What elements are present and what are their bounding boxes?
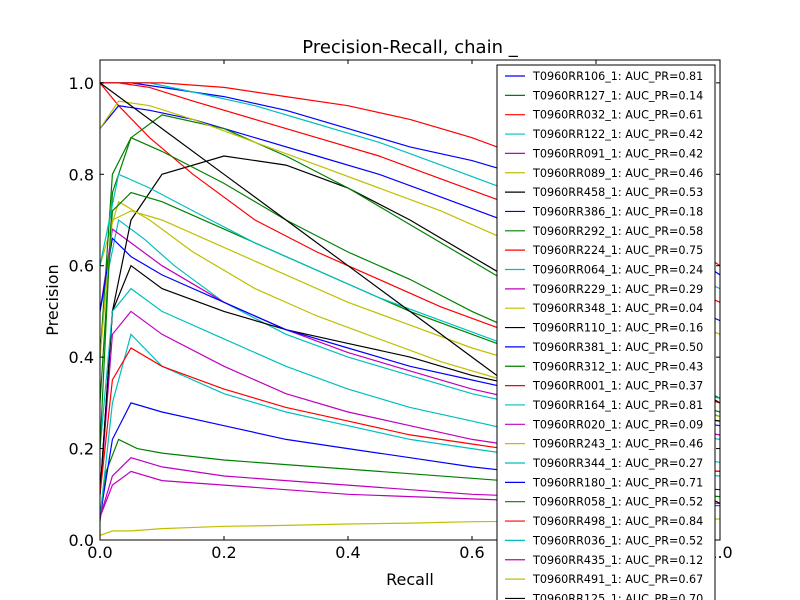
legend-entry-0: T0960RR106_1: AUC_PR=0.81	[532, 70, 703, 83]
legend-entry-8: T0960RR292_1: AUC_PR=0.58	[532, 225, 703, 238]
legend-entry-9: T0960RR224_1: AUC_PR=0.75	[532, 244, 703, 257]
chart-title: Precision-Recall, chain _	[302, 37, 518, 58]
legend-entry-27: T0960RR125_1: AUC_PR=0.70	[532, 592, 703, 600]
x-tick-label-3: 0.6	[459, 543, 484, 562]
y-tick-label-3: 0.6	[69, 257, 94, 276]
x-tick-label-0: 0.0	[87, 543, 112, 562]
legend-entry-18: T0960RR020_1: AUC_PR=0.09	[532, 418, 703, 431]
x-tick-label-2: 0.4	[335, 543, 360, 562]
y-tick-label-2: 0.4	[69, 348, 94, 367]
legend-entry-19: T0960RR243_1: AUC_PR=0.46	[532, 438, 703, 451]
y-tick-label-4: 0.8	[69, 165, 94, 184]
legend-entry-7: T0960RR386_1: AUC_PR=0.18	[532, 205, 703, 218]
x-tick-label-1: 0.2	[211, 543, 236, 562]
legend-entry-10: T0960RR064_1: AUC_PR=0.24	[532, 264, 703, 277]
y-tick-label-5: 1.0	[69, 74, 94, 93]
y-axis-label: Precision	[43, 264, 62, 335]
legend-entry-13: T0960RR110_1: AUC_PR=0.16	[532, 322, 703, 335]
legend-entry-21: T0960RR180_1: AUC_PR=0.71	[532, 476, 703, 489]
legend-entry-6: T0960RR458_1: AUC_PR=0.53	[532, 186, 703, 199]
y-tick-label-0: 0.0	[69, 531, 94, 550]
legend-entry-17: T0960RR164_1: AUC_PR=0.81	[532, 399, 703, 412]
legend: T0960RR106_1: AUC_PR=0.81 T0960RR127_1: A…	[496, 64, 716, 600]
plot-frame	[99, 59, 721, 541]
legend-entry-2: T0960RR032_1: AUC_PR=0.61	[532, 109, 703, 122]
legend-entry-15: T0960RR312_1: AUC_PR=0.43	[532, 360, 703, 373]
legend-entry-12: T0960RR348_1: AUC_PR=0.04	[532, 302, 703, 315]
legend-entry-22: T0960RR058_1: AUC_PR=0.52	[532, 496, 703, 509]
legend-entry-26: T0960RR491_1: AUC_PR=0.67	[532, 573, 703, 586]
legend-entry-11: T0960RR229_1: AUC_PR=0.29	[532, 283, 703, 296]
legend-entry-16: T0960RR001_1: AUC_PR=0.37	[532, 380, 703, 393]
legend-entry-1: T0960RR127_1: AUC_PR=0.14	[532, 89, 703, 102]
legend-entry-23: T0960RR498_1: AUC_PR=0.84	[532, 515, 703, 528]
legend-entry-5: T0960RR089_1: AUC_PR=0.46	[532, 167, 703, 180]
x-axis-label: Recall	[386, 570, 434, 589]
legend-entry-20: T0960RR344_1: AUC_PR=0.27	[532, 457, 703, 470]
legend-entry-24: T0960RR036_1: AUC_PR=0.52	[532, 534, 703, 547]
y-tick-label-1: 0.2	[69, 440, 94, 459]
legend-entry-25: T0960RR435_1: AUC_PR=0.12	[532, 554, 703, 567]
legend-entry-3: T0960RR122_1: AUC_PR=0.42	[532, 128, 703, 141]
legend-box	[496, 64, 716, 600]
legend-entry-4: T0960RR091_1: AUC_PR=0.42	[532, 147, 703, 160]
legend-entry-14: T0960RR381_1: AUC_PR=0.50	[532, 341, 703, 354]
